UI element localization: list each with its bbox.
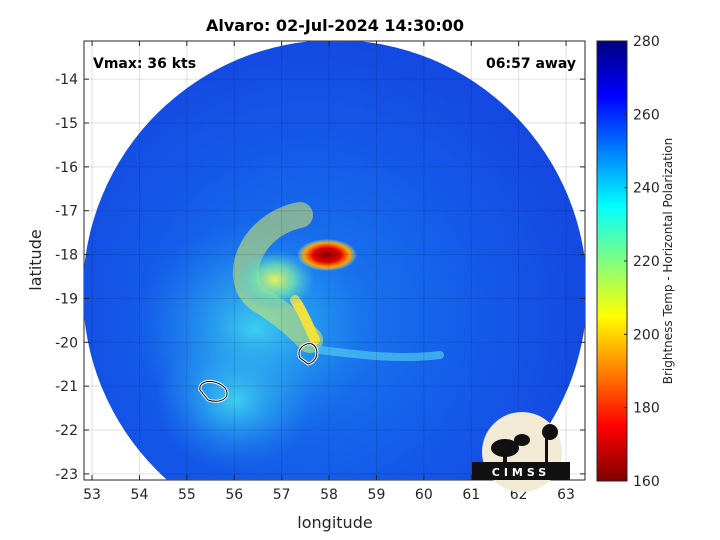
x-tick-label: 59 [368, 487, 386, 503]
cloud-region [155, 330, 315, 470]
vmax-annotation: Vmax: 36 kts [93, 56, 196, 72]
warm-region [235, 250, 315, 310]
y-tick-label: -21 [55, 379, 78, 395]
x-tick-label: 61 [462, 487, 480, 503]
cimss-logo: CIMSS [472, 412, 570, 492]
colorbar-tick-label: 280 [633, 34, 660, 50]
x-tick-label: 63 [557, 487, 575, 503]
logo-text: CIMSS [492, 466, 550, 479]
y-tick-label: -18 [55, 248, 78, 264]
x-axis-label: longitude [297, 513, 372, 532]
colorbar-tick-label: 220 [633, 254, 660, 270]
y-axis-label: latitude [26, 229, 45, 290]
colorbar-ticks: 160 180 200 220 240 260 280 [624, 34, 660, 490]
y-tick-label: -19 [55, 291, 78, 307]
x-tick-label: 57 [273, 487, 291, 503]
colorbar-tick-label: 180 [633, 401, 660, 417]
colorbar [596, 40, 628, 482]
outer-band [316, 346, 444, 362]
image-layer [84, 41, 585, 480]
y-tick-label: -15 [55, 116, 78, 132]
colorbar-tick-label: 240 [633, 181, 660, 197]
contour [298, 343, 318, 365]
y-tick-label: -20 [55, 335, 78, 351]
plot-title: Alvaro: 02-Jul-2024 14:30:00 [206, 16, 464, 35]
x-tick-label: 54 [131, 487, 149, 503]
x-tick-label: 55 [178, 487, 196, 503]
colorbar-tick-label: 200 [633, 327, 660, 343]
y-tick-label: -22 [55, 423, 78, 439]
y-tick-label: -14 [55, 72, 78, 88]
time-away-annotation: 06:57 away [486, 56, 576, 72]
y-axis-ticks: -14 -15 -16 -17 -18 -19 -20 -21 -22 -23 [55, 72, 585, 483]
x-tick-label: 58 [320, 487, 338, 503]
y-tick-label: -23 [55, 467, 78, 483]
colorbar-tick-label: 260 [633, 107, 660, 123]
grid [84, 41, 585, 480]
contour [199, 381, 228, 402]
cold-core [297, 239, 357, 271]
x-tick-label: 53 [83, 487, 101, 503]
y-tick-label: -16 [55, 160, 78, 176]
colorbar-label: Brightness Temp - Horizontal Polarizatio… [661, 138, 675, 385]
x-tick-label: 56 [225, 487, 243, 503]
colorbar-tick-label: 160 [633, 474, 660, 490]
y-tick-label: -17 [55, 204, 78, 220]
x-tick-label: 60 [415, 487, 433, 503]
